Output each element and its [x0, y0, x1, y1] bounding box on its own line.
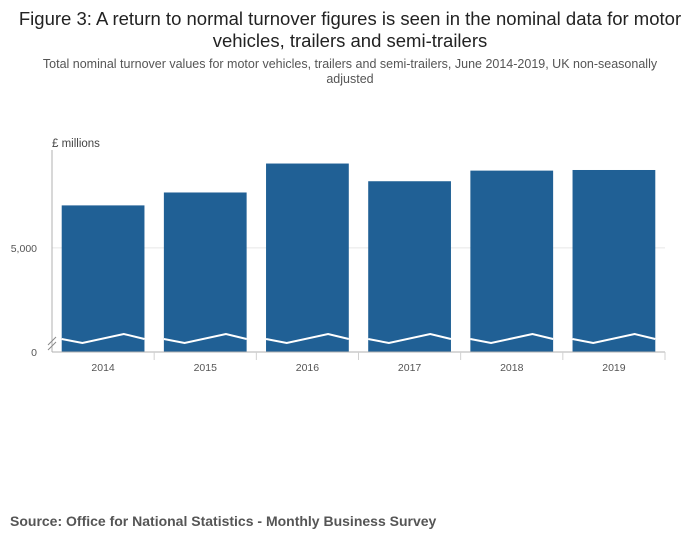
- x-tick-label: 2017: [398, 362, 422, 374]
- x-tick-label: 2014: [91, 362, 115, 374]
- x-tick-label: 2016: [296, 362, 320, 374]
- chart-subtitle: Total nominal turnover values for motor …: [42, 57, 658, 86]
- axis-break-line: [265, 332, 350, 345]
- y-tick-label: 5,000: [11, 243, 37, 255]
- y-tick-label: 0: [31, 347, 37, 359]
- y-axis-break-mark: [47, 341, 57, 351]
- y-axis-break-mark: [47, 336, 57, 346]
- x-tick-label: 2015: [194, 362, 218, 374]
- axis-break-line: [163, 332, 247, 345]
- axis-layer: 0 5,000 2014 2015 2016 2017 2018 2019: [11, 150, 666, 374]
- axis-break-line: [470, 332, 554, 345]
- bar: [163, 192, 247, 352]
- bar: [368, 181, 451, 352]
- source-note: Source: Office for National Statistics -…: [10, 513, 437, 529]
- bars-layer: [61, 163, 656, 352]
- bar: [572, 169, 656, 352]
- axis-break-line: [368, 332, 452, 345]
- bar: [266, 163, 349, 352]
- axis-break-line: [572, 332, 656, 345]
- axis-break-line: [61, 332, 145, 345]
- chart-title: Figure 3: A return to normal turnover fi…: [18, 8, 682, 51]
- x-tick-label: 2019: [602, 362, 626, 374]
- bar: [61, 205, 145, 352]
- bar: [470, 170, 554, 352]
- y-axis-unit-label: £ millions: [52, 138, 100, 150]
- x-tick-label: 2018: [500, 362, 524, 374]
